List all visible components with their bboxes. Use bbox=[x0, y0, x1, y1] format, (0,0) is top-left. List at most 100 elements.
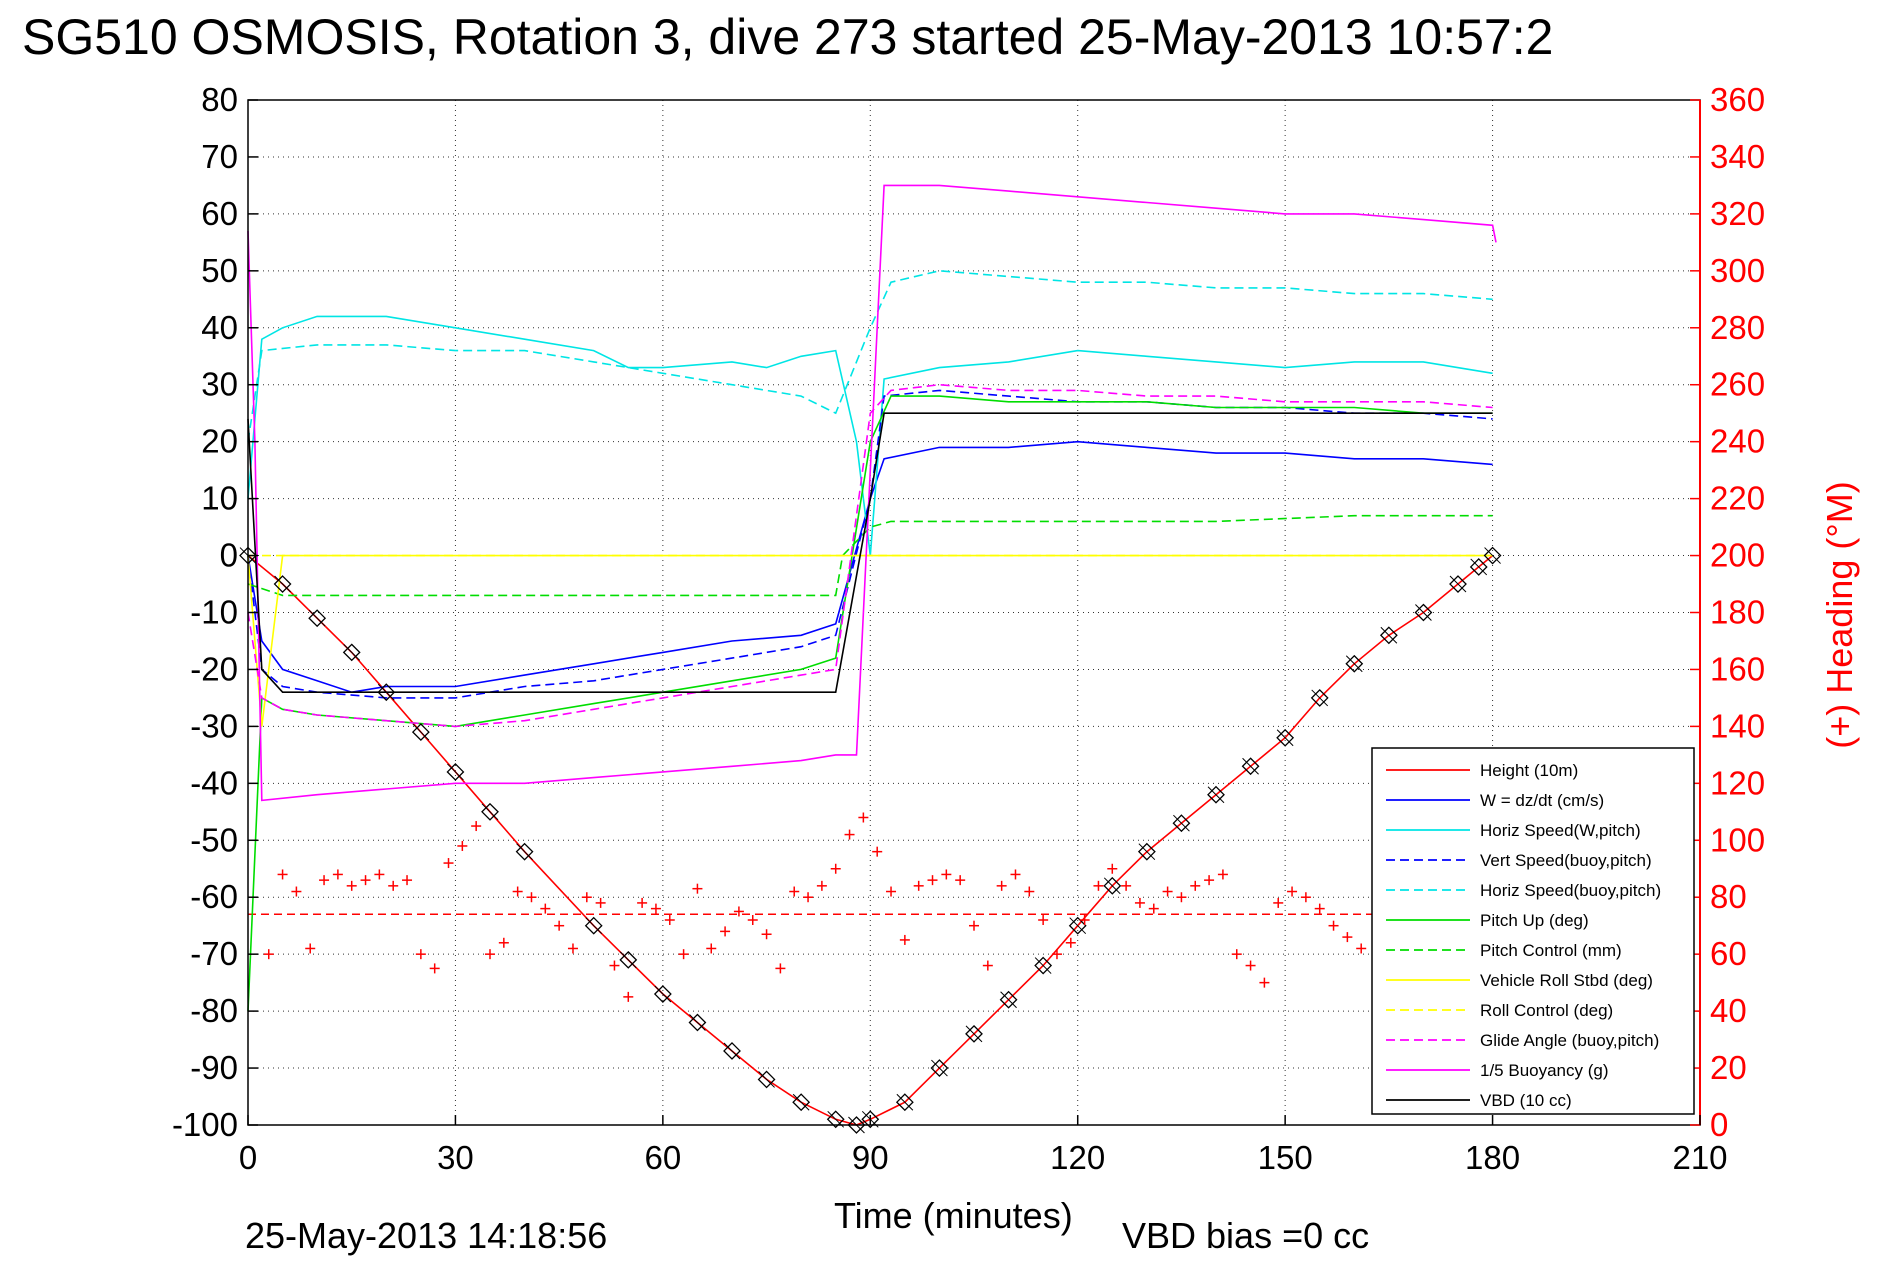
x-tick-label: 90 bbox=[852, 1139, 889, 1176]
heading-point bbox=[1010, 869, 1021, 880]
heading-point bbox=[485, 949, 495, 960]
height-marker bbox=[1068, 916, 1087, 935]
legend-label: Pitch Control (mm) bbox=[1480, 941, 1622, 960]
heading-point bbox=[415, 949, 426, 960]
y-right-tick-label: 200 bbox=[1710, 537, 1765, 574]
heading-point bbox=[623, 991, 634, 1002]
series-lines bbox=[247, 184, 1497, 1126]
heading-point bbox=[1314, 903, 1325, 914]
height-marker bbox=[1241, 757, 1260, 776]
y-right-tick-label: 0 bbox=[1710, 1106, 1728, 1143]
legend: Height (10m) W = dz/dt (cm/s) Horiz Speed(… bbox=[1371, 747, 1695, 1115]
heading-point bbox=[913, 880, 924, 891]
heading-point bbox=[305, 943, 316, 954]
heading-point bbox=[969, 920, 979, 931]
right-y-axis: 3603403203002802602402202001801601401201… bbox=[1690, 81, 1765, 1143]
heading-point bbox=[803, 892, 814, 903]
y-right-tick-label: 40 bbox=[1710, 992, 1747, 1029]
height-marker-cross bbox=[1484, 547, 1501, 564]
height-marker bbox=[1414, 603, 1433, 622]
heading-point bbox=[664, 915, 675, 925]
height-marker bbox=[861, 1110, 880, 1129]
y-tick-label: 70 bbox=[201, 138, 238, 175]
heading-point bbox=[1134, 897, 1145, 908]
heading-point bbox=[1079, 915, 1090, 925]
height-marker bbox=[999, 990, 1018, 1009]
y-tick-label: -30 bbox=[190, 707, 238, 744]
heading-point bbox=[982, 960, 993, 971]
height-marker bbox=[1103, 876, 1122, 895]
right-axis-label: (+) Heading (°M) bbox=[1819, 481, 1860, 748]
height-marker-cross bbox=[792, 1093, 810, 1111]
height-marker-cross bbox=[1415, 604, 1432, 621]
heading-point bbox=[637, 897, 648, 908]
legend-label: Pitch Up (deg) bbox=[1480, 911, 1589, 930]
height-marker bbox=[446, 763, 465, 781]
height-marker-cross bbox=[1470, 558, 1488, 576]
height-marker-cross bbox=[723, 1042, 741, 1060]
vbd-bias-label: VBD bias =0 cc bbox=[1122, 1215, 1369, 1256]
legend-label: Horiz Speed(buoy,pitch) bbox=[1480, 881, 1661, 900]
height-marker bbox=[273, 575, 292, 593]
heading-point bbox=[443, 858, 454, 869]
y-tick-label: -20 bbox=[190, 650, 238, 687]
x-tick-label: 120 bbox=[1050, 1139, 1105, 1176]
heading-point bbox=[747, 915, 758, 925]
heading-point bbox=[319, 875, 330, 886]
heading-point bbox=[291, 886, 302, 897]
height-marker bbox=[792, 1093, 811, 1112]
x-tick-label: 60 bbox=[644, 1139, 681, 1176]
heading-point bbox=[457, 840, 468, 851]
heading-point bbox=[858, 812, 869, 823]
y-tick-label: -40 bbox=[190, 764, 238, 801]
y-right-tick-label: 280 bbox=[1710, 309, 1765, 346]
heading-point bbox=[678, 949, 689, 960]
height-marker-cross bbox=[1242, 757, 1259, 775]
y-tick-label: -10 bbox=[190, 594, 238, 631]
height-marker bbox=[1172, 814, 1191, 833]
legend-label: Vert Speed(buoy,pitch) bbox=[1480, 851, 1652, 870]
x-axis: 0 30 60 90 120 150 180 210 bbox=[239, 1115, 1728, 1176]
heading-point bbox=[1231, 949, 1242, 960]
height-marker-cross bbox=[1449, 575, 1467, 593]
series-line-11 bbox=[247, 412, 1493, 694]
height-marker bbox=[411, 723, 430, 742]
height-marker-cross bbox=[1138, 843, 1156, 861]
height-marker-cross bbox=[1276, 729, 1294, 747]
y-right-tick-label: 60 bbox=[1710, 935, 1747, 972]
x-tick-label: 180 bbox=[1465, 1139, 1520, 1176]
height-marker-cross bbox=[654, 985, 672, 1003]
y-tick-label: -90 bbox=[190, 1049, 238, 1086]
height-marker bbox=[930, 1059, 949, 1077]
y-right-tick-label: 100 bbox=[1710, 821, 1765, 858]
heading-point bbox=[429, 963, 440, 974]
height-marker-cross bbox=[689, 1014, 706, 1031]
data-markers bbox=[239, 546, 1502, 1134]
y-right-tick-label: 80 bbox=[1710, 878, 1747, 915]
series-line-6 bbox=[247, 514, 1493, 597]
height-marker-cross bbox=[1103, 877, 1121, 895]
height-marker bbox=[723, 1042, 741, 1060]
height-marker-cross bbox=[1173, 814, 1190, 832]
height-marker bbox=[965, 1024, 983, 1043]
x-tick-label: 30 bbox=[437, 1139, 474, 1176]
height-marker-cross bbox=[412, 723, 430, 741]
heading-point bbox=[1038, 915, 1049, 925]
y-right-tick-label: 120 bbox=[1710, 764, 1765, 801]
height-marker bbox=[515, 842, 534, 861]
series-line-4 bbox=[247, 269, 1493, 442]
heading-point bbox=[761, 929, 772, 940]
heading-point bbox=[595, 897, 606, 908]
series-line-3 bbox=[247, 389, 1493, 699]
y-tick-label: 40 bbox=[201, 309, 238, 346]
heading-point bbox=[540, 903, 551, 914]
x-tick-label: 0 bbox=[239, 1139, 257, 1176]
height-marker bbox=[1469, 558, 1488, 576]
height-marker-cross bbox=[896, 1093, 914, 1111]
heading-point bbox=[872, 846, 883, 857]
heading-point bbox=[1217, 869, 1228, 880]
height-marker bbox=[1379, 626, 1398, 645]
heading-point bbox=[388, 880, 399, 891]
legend-label: Glide Angle (buoy,pitch) bbox=[1480, 1031, 1659, 1050]
y-tick-label: -70 bbox=[190, 935, 238, 972]
